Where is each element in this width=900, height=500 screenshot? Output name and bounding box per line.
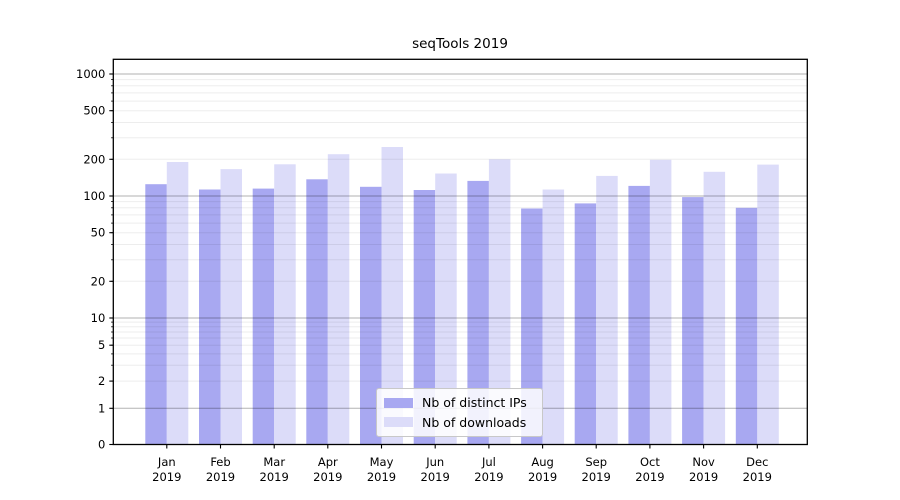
- x-tick-label-month: Feb: [210, 455, 230, 469]
- y-tick-label: 1000: [76, 67, 105, 81]
- x-tick-label-month: Dec: [746, 455, 768, 469]
- gridlines-group: [113, 73, 808, 409]
- x-tick-label-year: 2019: [582, 470, 611, 484]
- bar-nb-of-distinct-ips-mar: [252, 188, 275, 445]
- x-tick-label-year: 2019: [421, 470, 450, 484]
- bar-nb-of-distinct-ips-nov: [682, 197, 704, 445]
- bar-nb-of-downloads-feb: [220, 169, 242, 445]
- y-tick-label: 100: [83, 189, 105, 203]
- bar-nb-of-downloads-jan: [166, 162, 189, 445]
- x-tick-label-month: Nov: [692, 455, 715, 469]
- x-tick-label-month: Oct: [640, 455, 660, 469]
- x-tick-label-year: 2019: [260, 470, 289, 484]
- axes-group: 01251020501002005001000Jan2019Feb2019Mar…: [76, 58, 808, 484]
- y-tick-label: 10: [91, 311, 106, 325]
- y-tick-label: 50: [91, 226, 106, 240]
- bar-nb-of-downloads-nov: [703, 171, 726, 445]
- x-tick-label-year: 2019: [689, 470, 718, 484]
- x-tick-label-year: 2019: [474, 470, 503, 484]
- x-tick-label-month: Aug: [531, 455, 553, 469]
- x-tick-label-year: 2019: [743, 470, 772, 484]
- bar-nb-of-distinct-ips-sep: [574, 203, 597, 445]
- bar-nb-of-downloads-apr: [327, 154, 350, 445]
- x-tick-label-year: 2019: [367, 470, 396, 484]
- bar-nb-of-downloads-may: [381, 147, 403, 445]
- legend-label-downloads: Nb of downloads: [422, 414, 527, 430]
- bar-nb-of-distinct-ips-apr: [306, 179, 328, 445]
- plot-border: [112, 58, 808, 446]
- bar-nb-of-downloads-dec: [757, 164, 779, 445]
- legend: Nb of distinct IPs Nb of downloads: [376, 388, 543, 437]
- bar-nb-of-distinct-ips-may: [360, 186, 382, 445]
- bar-nb-of-distinct-ips-dec: [735, 207, 758, 445]
- bar-nb-of-distinct-ips-jun: [413, 190, 436, 445]
- bar-nb-of-downloads-oct: [649, 159, 672, 445]
- legend-swatch-downloads: [384, 417, 413, 428]
- legend-label-distinct-ips: Nb of distinct IPs: [422, 395, 527, 411]
- y-tick-label: 2: [98, 374, 105, 388]
- x-tick-label-month: Mar: [263, 455, 285, 469]
- bar-nb-of-distinct-ips-jul: [467, 180, 489, 445]
- bar-nb-of-downloads-aug: [542, 189, 565, 445]
- legend-entry-distinct-ips: Nb of distinct IPs: [384, 395, 536, 410]
- bar-nb-of-downloads-sep: [596, 175, 618, 445]
- x-tick-label-month: Jul: [481, 455, 496, 469]
- x-tick-label-month: Sep: [585, 455, 607, 469]
- bar-nb-of-downloads-jul: [488, 159, 511, 445]
- legend-swatch-distinct-ips: [384, 397, 413, 408]
- bar-nb-of-distinct-ips-aug: [521, 208, 543, 445]
- y-tick-label: 500: [83, 104, 105, 118]
- chart-title: seqTools 2019: [412, 36, 508, 52]
- legend-entry-downloads: Nb of downloads: [384, 415, 536, 430]
- bar-nb-of-downloads-mar: [274, 164, 296, 445]
- x-tick-label-year: 2019: [635, 470, 664, 484]
- y-tick-label: 20: [91, 274, 106, 288]
- y-tick-label: 0: [98, 438, 105, 452]
- x-tick-label-year: 2019: [206, 470, 235, 484]
- x-tick-label-year: 2019: [528, 470, 557, 484]
- bar-nb-of-downloads-jun: [435, 173, 457, 445]
- bar-nb-of-distinct-ips-feb: [199, 189, 221, 445]
- x-tick-label-year: 2019: [313, 470, 342, 484]
- x-tick-label-year: 2019: [152, 470, 181, 484]
- x-tick-label-month: Apr: [318, 455, 338, 469]
- y-tick-label: 200: [83, 152, 105, 166]
- bars-group: [145, 147, 779, 445]
- bar-nb-of-distinct-ips-jan: [145, 184, 167, 445]
- x-tick-label-month: May: [370, 455, 394, 469]
- x-tick-label-month: Jun: [425, 455, 444, 469]
- y-tick-label: 5: [98, 338, 105, 352]
- bar-nb-of-distinct-ips-oct: [628, 185, 650, 445]
- y-tick-label: 1: [98, 401, 105, 415]
- x-tick-label-month: Jan: [157, 455, 176, 469]
